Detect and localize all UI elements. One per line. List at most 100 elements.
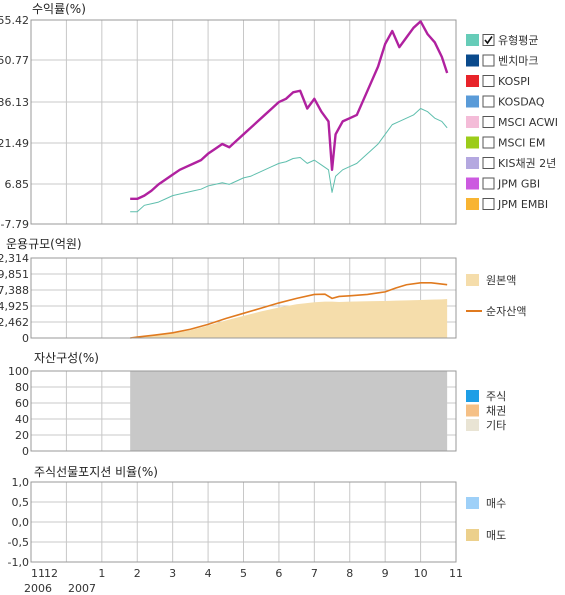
- y-tick-label: -1,0: [8, 556, 29, 569]
- asset-other-area: [130, 371, 448, 451]
- y-tick-label: 12,314: [0, 252, 29, 265]
- x-tick-label: 8: [346, 567, 353, 580]
- legend-item: 매수: [466, 497, 506, 510]
- asset-composition-title: 자산구성(%): [34, 351, 99, 365]
- x-tick-label: 1: [98, 567, 105, 580]
- principal-area: [130, 299, 448, 338]
- legend-item: 기타: [466, 419, 506, 432]
- x-tick-label: 12: [44, 567, 58, 580]
- x-year-label: 2007: [68, 582, 96, 595]
- legend-label: KOSDAQ: [498, 96, 545, 109]
- legend-item[interactable]: 유형평균: [466, 34, 538, 47]
- legend-checkbox[interactable]: [482, 198, 495, 210]
- legend-item[interactable]: JPM EMBI: [466, 198, 548, 211]
- legend-label: JPM EMBI: [497, 198, 548, 211]
- y-tick-label: 40: [15, 413, 29, 426]
- legend-checkbox[interactable]: [482, 95, 495, 108]
- legend-label: 주식: [486, 390, 506, 403]
- legend-label: 기타: [486, 419, 506, 432]
- legend-label: 채권: [486, 405, 506, 418]
- y-tick-label: 20: [15, 429, 29, 442]
- legend-label: KOSPI: [498, 75, 530, 88]
- y-tick-label: 9,851: [0, 268, 29, 281]
- legend-checkbox[interactable]: [482, 177, 495, 190]
- legend-label: MSCI ACWI: [498, 116, 558, 129]
- legend-label: 순자산액: [486, 305, 526, 318]
- legend-label: 유형평균: [498, 34, 538, 47]
- y-tick-label: 100: [8, 365, 29, 378]
- legend-item[interactable]: MSCI EM: [466, 136, 545, 150]
- returns-chart-title: 수익률(%): [32, 2, 86, 16]
- legend-item: 채권: [466, 404, 506, 418]
- net-asset-line: [130, 281, 448, 339]
- legend-swatch: [466, 116, 479, 128]
- legend-item: 원본액: [466, 274, 516, 287]
- legend-item[interactable]: KOSDAQ: [466, 95, 545, 109]
- legend-swatch: [466, 136, 479, 149]
- legend-label: KIS채권 2년: [498, 157, 556, 170]
- legend-swatch: [466, 404, 479, 417]
- x-year-label: 2006: [24, 582, 52, 595]
- aum-chart: 운용규모(억원) 12,314 9,851 7,388 4,925 2,462 0 원본액…: [0, 237, 526, 345]
- x-tick-label: 6: [275, 567, 282, 580]
- legend-swatch: [466, 54, 479, 67]
- y-tick-label: 4,925: [0, 300, 29, 313]
- y-tick-label: -0,5: [8, 536, 29, 549]
- legend-swatch: [466, 157, 479, 169]
- aum-chart-title: 운용규모(억원): [6, 237, 82, 251]
- legend-label: 매수: [486, 497, 506, 510]
- y-tick-label: 0: [22, 445, 29, 458]
- category-average-line: [130, 107, 448, 213]
- legend-checkbox[interactable]: [482, 54, 495, 67]
- plot-frame: [30, 257, 457, 339]
- legend-item: 주식: [466, 390, 506, 403]
- y-tick-label: 0,0: [12, 516, 30, 529]
- x-tick-label: 2: [134, 567, 141, 580]
- legend-item[interactable]: KIS채권 2년: [466, 157, 556, 170]
- checkmark-icon: [484, 36, 493, 45]
- returns-chart: 수익률(%) 55.42 50.77 36.13 21.49 6.85 -7.79 유형평…: [0, 2, 558, 231]
- y-tick-label: 55.42: [0, 14, 29, 27]
- legend-item[interactable]: MSCI ACWI: [466, 116, 558, 129]
- x-tick-label: 11: [449, 567, 463, 580]
- legend-checkbox[interactable]: [482, 136, 495, 149]
- y-tick-label: 7,388: [0, 284, 29, 297]
- legend-checkbox[interactable]: [482, 157, 495, 169]
- legend-item[interactable]: JPM GBI: [466, 177, 540, 191]
- y-tick-label: 6.85: [5, 178, 30, 191]
- legend-swatch: [466, 274, 479, 286]
- fund-return-line: [130, 20, 449, 201]
- legend-checkbox[interactable]: [482, 34, 495, 46]
- y-tick-label: 0: [22, 332, 29, 345]
- futures-position-title: 주식선물포지션 비율(%): [34, 465, 158, 479]
- legend-checkbox[interactable]: [482, 75, 495, 87]
- legend-swatch: [466, 34, 479, 46]
- x-tick-label: 11: [31, 567, 45, 580]
- y-tick-label: 50.77: [0, 54, 29, 67]
- y-tick-label: 80: [15, 381, 29, 394]
- legend-swatch: [466, 95, 479, 108]
- legend-swatch: [466, 177, 479, 190]
- y-tick-label: 60: [15, 397, 29, 410]
- x-tick-label: 5: [240, 567, 247, 580]
- legend-item[interactable]: KOSPI: [466, 75, 530, 88]
- plot-frame: [30, 19, 457, 225]
- legend-swatch: [466, 419, 479, 431]
- x-tick-label: 9: [382, 567, 389, 580]
- y-tick-label: 1,0: [12, 476, 30, 489]
- y-tick-label: -7.79: [1, 218, 29, 231]
- legend-swatch: [466, 390, 479, 402]
- plot-frame: [30, 481, 457, 563]
- x-tick-label: 3: [169, 567, 176, 580]
- y-tick-label: 2,462: [0, 316, 29, 329]
- plot-frame: [30, 370, 457, 452]
- legend-item: 순자산액: [466, 305, 526, 318]
- legend-label: MSCI EM: [498, 137, 545, 150]
- x-tick-label: 7: [311, 567, 318, 580]
- legend-checkbox[interactable]: [482, 116, 495, 128]
- legend-item[interactable]: 벤치마크: [466, 54, 538, 68]
